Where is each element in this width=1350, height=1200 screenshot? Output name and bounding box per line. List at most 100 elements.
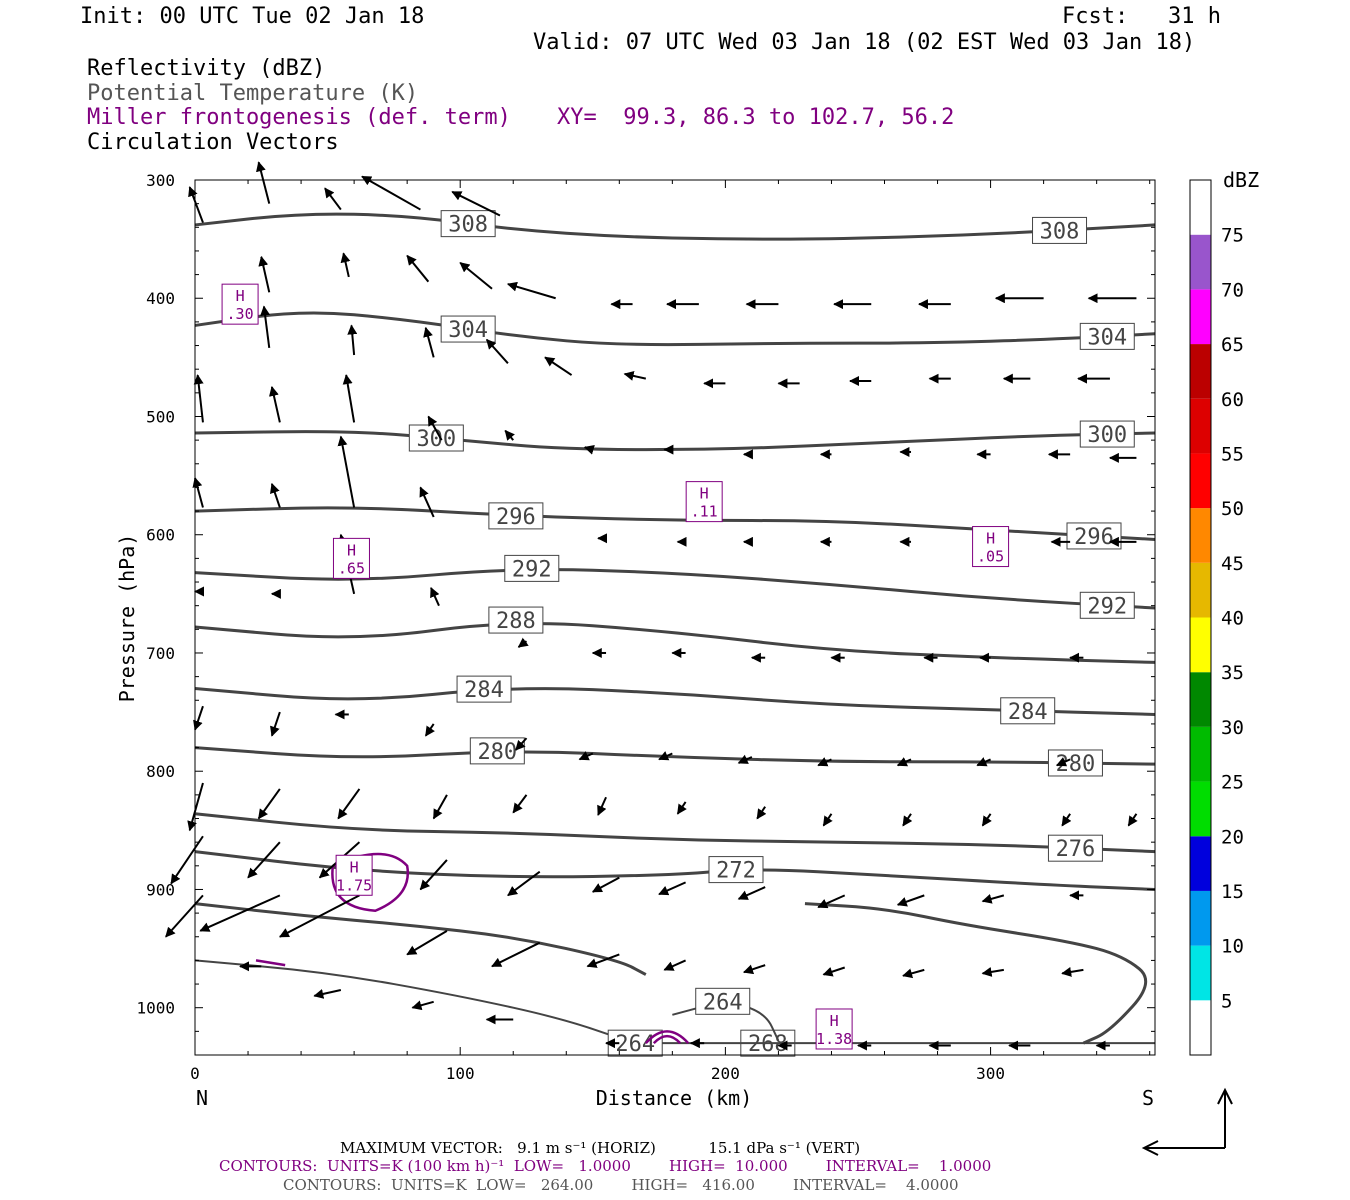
theta-contour-280 xyxy=(194,746,1156,766)
y-tick-label: 300 xyxy=(146,171,175,190)
contour-label-box xyxy=(504,554,560,582)
init-time: Init: 00 UTC Tue 02 Jan 18 xyxy=(80,4,425,29)
contour-label: 300 xyxy=(1087,423,1127,448)
circulation-vector xyxy=(256,161,271,204)
circulation-vector xyxy=(896,894,925,907)
circulation-vector xyxy=(459,261,493,290)
circulation-vector xyxy=(902,813,913,827)
circulation-vector xyxy=(658,751,673,761)
frontogenesis-max-label: H xyxy=(830,1012,839,1030)
frontogenesis-max-value: 1.38 xyxy=(816,1030,852,1048)
theta-contour-308 xyxy=(194,212,1156,241)
circulation-vector xyxy=(419,486,435,518)
circulation-vector xyxy=(270,482,281,508)
colorbar-swatch xyxy=(1190,453,1211,509)
circulation-vector xyxy=(258,255,271,293)
circulation-vector xyxy=(247,841,281,879)
circulation-vector xyxy=(193,374,204,423)
colorbar-swatch xyxy=(1190,1000,1211,1055)
colorbar-frame xyxy=(1189,179,1212,1056)
colorbar-label: 25 xyxy=(1221,772,1244,794)
circulation-vector xyxy=(199,894,281,932)
colorbar-swatch xyxy=(1190,781,1211,837)
contour-label: 292 xyxy=(512,557,552,582)
valid-time: Valid: 07 UTC Wed 03 Jan 18 (02 EST Wed … xyxy=(533,30,1196,55)
circulation-vector xyxy=(432,794,448,820)
circulation-vector xyxy=(822,813,833,827)
contour-label-box xyxy=(1079,591,1135,619)
y-tick-label: 500 xyxy=(146,407,175,426)
circulation-vector xyxy=(491,941,541,968)
circulation-vector xyxy=(902,968,925,979)
frontogenesis-max-box xyxy=(332,537,370,579)
circulation-vector xyxy=(981,966,1005,977)
circulation-vector xyxy=(583,445,595,455)
circulation-vector xyxy=(170,835,204,885)
circulation-vector xyxy=(406,929,448,956)
y-axis-label: Pressure (hPa) xyxy=(115,534,139,703)
colorbar-label: 20 xyxy=(1221,826,1244,848)
contour-label-box xyxy=(1079,322,1135,350)
circulation-vector xyxy=(658,881,687,896)
circulation-vector xyxy=(591,876,620,893)
frontogenesis-contour xyxy=(644,1030,690,1045)
circulation-vector xyxy=(342,374,356,423)
contour-label-box xyxy=(440,210,496,238)
x-axis-label: Distance (km) xyxy=(596,1086,753,1110)
x-tick-label: 300 xyxy=(976,1064,1005,1083)
circulation-vector xyxy=(504,429,515,441)
xy-endpoints: XY= 99.3, 86.3 to 102.7, 56.2 xyxy=(557,105,955,130)
x-tick-label: 100 xyxy=(446,1064,475,1083)
field-frontogenesis: Miller frontogenesis (def. term) xyxy=(87,105,511,130)
circulation-vector xyxy=(896,757,912,767)
circulation-vector xyxy=(361,175,421,211)
contour-label-box xyxy=(1079,420,1135,448)
theta-contour-304 xyxy=(194,311,1156,347)
circulation-vector xyxy=(165,894,204,938)
circulation-vector xyxy=(187,782,204,832)
circulation-vector xyxy=(737,754,753,764)
circulation-vector xyxy=(1061,966,1084,977)
frontogenesis-contour xyxy=(331,852,410,913)
circulation-vector xyxy=(193,705,204,731)
contour-label: 272 xyxy=(716,859,756,884)
contour-label: 284 xyxy=(464,678,504,703)
circulation-vector xyxy=(485,338,509,364)
theta-contour-268 xyxy=(194,902,647,976)
colorbar-swatch xyxy=(1190,726,1211,782)
colorbar-units: dBZ xyxy=(1223,168,1259,192)
contour-label: 284 xyxy=(1008,700,1048,725)
colorbar-swatch xyxy=(1190,890,1211,946)
contour-label: 292 xyxy=(1087,594,1127,619)
circulation-vector xyxy=(1127,813,1138,827)
circulation-vector xyxy=(419,859,448,891)
circulation-vector xyxy=(313,988,342,999)
frontogenesis-max-box xyxy=(685,481,723,523)
contour-label-box xyxy=(1047,834,1103,862)
field-reflectivity: Reflectivity (dBZ) xyxy=(87,56,326,81)
theta-contour-296 xyxy=(194,506,1156,541)
y-tick-label: 1000 xyxy=(136,999,175,1018)
colorbar-label: 65 xyxy=(1221,334,1244,356)
theta-contour-note: CONTOURS: UNITS=K LOW= 264.00 HIGH= 416.… xyxy=(283,1176,959,1194)
circulation-vector xyxy=(411,1000,434,1011)
frontogenesis-max-label: H xyxy=(700,485,709,503)
frontogenesis-max-box xyxy=(815,1008,853,1050)
circulation-vector xyxy=(976,757,991,767)
colorbar-label: 55 xyxy=(1221,443,1244,465)
colorbar-label: 70 xyxy=(1221,279,1244,301)
frontogenesis-max-value: .30 xyxy=(227,305,254,323)
circulation-vector xyxy=(188,186,204,223)
colorbar-label: 5 xyxy=(1221,990,1232,1012)
circulation-vector xyxy=(451,190,501,217)
colorbar-swatch xyxy=(1190,398,1211,454)
colorbar-label: 50 xyxy=(1221,498,1244,520)
contour-label-box xyxy=(1032,216,1088,244)
circulation-vector xyxy=(676,801,687,815)
frontogenesis-max-value: .11 xyxy=(691,503,718,521)
colorbar-swatch xyxy=(1190,617,1211,673)
theta-contour-276 xyxy=(194,812,1156,854)
circulation-vector xyxy=(578,751,594,761)
circulation-vector xyxy=(817,894,846,909)
